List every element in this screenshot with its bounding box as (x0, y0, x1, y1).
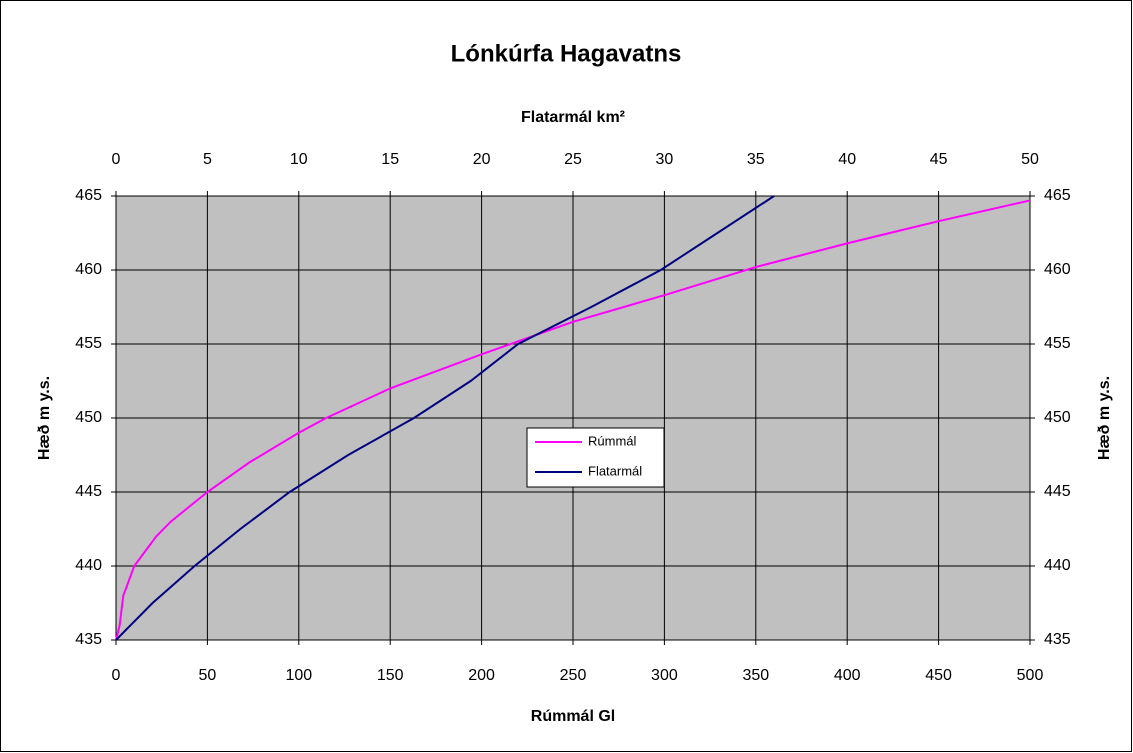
y2-tick-label: 450 (1044, 409, 1071, 426)
y-tick-label: 455 (75, 335, 102, 352)
x-tick-label: 450 (925, 667, 952, 684)
y2-tick-label: 435 (1044, 631, 1071, 648)
y-tick-label: 435 (75, 631, 102, 648)
x-tick-label: 0 (112, 667, 121, 684)
y2-tick-label: 465 (1044, 187, 1071, 204)
data-line (115, 195, 775, 641)
x2-tick-label: 20 (473, 151, 491, 168)
y-tick-label: 450 (75, 409, 102, 426)
x2-tick-label: 35 (747, 151, 765, 168)
legend-label: Rúmmál (588, 433, 637, 448)
legend-label: Flatarmál (588, 463, 642, 478)
x2-tick-label: 30 (656, 151, 674, 168)
x-tick-label: 350 (742, 667, 769, 684)
x2-axis-label: Flatarmál km² (521, 109, 625, 126)
x2-tick-label: 45 (930, 151, 948, 168)
x-tick-label: 400 (834, 667, 861, 684)
x-tick-label: 150 (377, 667, 404, 684)
y2-tick-label: 460 (1044, 261, 1071, 278)
y2-axis-label: Hæð m y.s. (1096, 376, 1113, 460)
x2-tick-label: 25 (564, 151, 582, 168)
y-tick-label: 440 (75, 557, 102, 574)
x-tick-label: 50 (199, 667, 217, 684)
x2-tick-label: 50 (1021, 151, 1039, 168)
y2-tick-label: 440 (1044, 557, 1071, 574)
data-line (115, 199, 1031, 641)
legend-box (526, 427, 665, 488)
x2-tick-label: 0 (112, 151, 121, 168)
x2-tick-label: 5 (203, 151, 212, 168)
y-tick-label: 465 (75, 187, 102, 204)
x2-tick-label: 10 (290, 151, 308, 168)
y-tick-label: 460 (75, 261, 102, 278)
y-axis-label: Hæð m y.s. (36, 376, 53, 460)
x2-tick-label: 15 (381, 151, 399, 168)
y2-tick-label: 455 (1044, 335, 1071, 352)
x-tick-label: 250 (560, 667, 587, 684)
x-tick-label: 500 (1017, 667, 1044, 684)
x-tick-label: 100 (285, 667, 312, 684)
chart-title: Lónkúrfa Hagavatns (451, 40, 682, 67)
y2-tick-label: 445 (1044, 483, 1071, 500)
x-tick-label: 200 (468, 667, 495, 684)
x2-tick-label: 40 (838, 151, 856, 168)
x-axis-label: Rúmmál Gl (531, 708, 615, 725)
y-tick-label: 445 (75, 483, 102, 500)
x-tick-label: 300 (651, 667, 678, 684)
